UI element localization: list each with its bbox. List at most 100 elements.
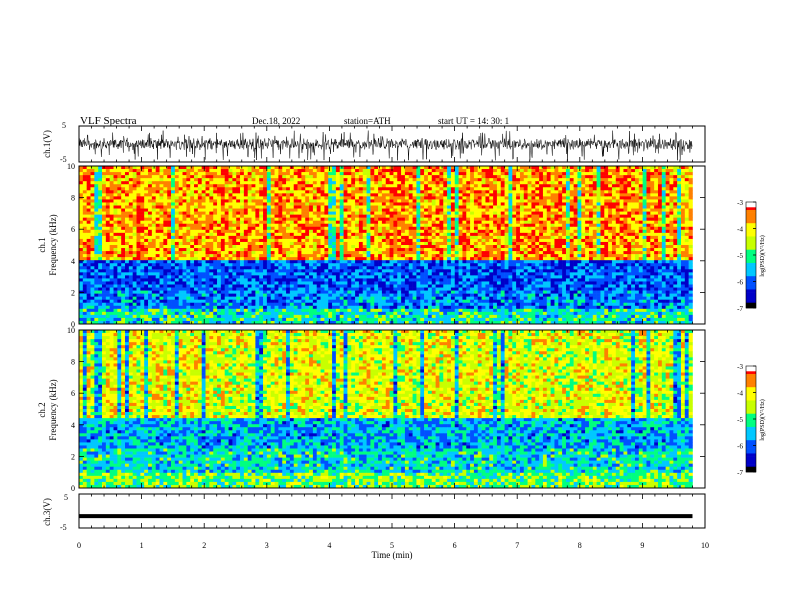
spectrogram-cell — [684, 217, 689, 221]
spectrogram-cell — [136, 229, 141, 234]
spectrogram-cell — [435, 166, 440, 170]
spectrogram-cell — [286, 166, 291, 170]
spectrogram-cell — [236, 184, 241, 188]
spectrogram-cell — [565, 190, 571, 194]
spectrogram-cell — [305, 257, 310, 261]
spectrogram-cell — [109, 220, 114, 225]
spectrogram-cell — [305, 172, 310, 176]
spectrogram-cell — [155, 187, 160, 191]
spectrogram-cell — [351, 181, 356, 185]
spectrogram-cell — [420, 248, 425, 252]
spectrogram-cell — [167, 214, 172, 218]
spectrogram-cell — [427, 184, 433, 188]
spectrogram-cell — [493, 166, 498, 170]
spectrogram-cell — [447, 193, 452, 197]
spectrogram-cell — [397, 205, 402, 209]
spectrogram-cell — [332, 226, 337, 231]
spectrogram-cell — [282, 199, 287, 203]
spectrogram-cell — [109, 211, 114, 215]
spectrogram-cell — [558, 205, 563, 209]
spectrogram-cell — [190, 175, 195, 179]
spectrogram-cell — [220, 235, 225, 240]
spectrogram-cell — [431, 235, 436, 240]
spectrogram-cell — [473, 184, 479, 188]
spectrogram-cell — [335, 248, 341, 252]
spectrogram-cell — [381, 257, 387, 261]
spectrogram-cell — [470, 184, 475, 188]
spectrogram-cell — [151, 205, 156, 209]
spectrogram-cell — [159, 220, 164, 225]
spectrogram-cell — [420, 217, 425, 221]
spectrogram-cell — [424, 229, 429, 234]
spectrogram-cell — [259, 223, 264, 228]
spectrogram-cell — [481, 184, 486, 188]
spectrogram-cell — [458, 245, 463, 249]
spectrogram-cell — [282, 235, 287, 240]
spectrogram-cell — [163, 178, 168, 182]
spectrogram-cell — [531, 229, 536, 234]
spectrogram-cell — [312, 172, 318, 176]
spectrogram-cell — [324, 166, 329, 170]
spectrogram-cell — [236, 211, 241, 215]
spectrogram-cell — [600, 223, 605, 228]
spectrogram-cell — [140, 202, 145, 206]
spectrogram-cell — [263, 169, 268, 173]
spectrogram-cell — [677, 226, 682, 231]
spectrogram-cell — [174, 238, 179, 243]
spectrogram-cell — [623, 211, 628, 215]
spectrogram-cell — [94, 181, 99, 185]
spectrogram-cell — [493, 232, 498, 237]
spectrogram-cell — [378, 254, 383, 258]
spectrogram-cell — [117, 257, 122, 261]
spectrogram-cell — [140, 214, 145, 218]
spectrogram-cell — [274, 184, 279, 188]
spectrogram-cell — [381, 211, 387, 215]
spectrogram-cell — [220, 229, 225, 234]
spectrogram-cell — [305, 251, 310, 255]
spectrogram-cell — [527, 241, 532, 246]
spectrogram-cell — [669, 205, 674, 209]
spectrogram-cell — [102, 223, 107, 228]
spectrogram-cell — [588, 172, 594, 176]
spectrogram-cell — [263, 251, 268, 255]
spectrogram-cell — [232, 248, 237, 252]
spectrogram-cell — [454, 251, 459, 255]
spectrogram-cell — [401, 175, 406, 179]
spectrogram-cell — [673, 214, 678, 218]
spectrogram-cell — [243, 238, 248, 243]
spectrogram-cell — [186, 226, 191, 231]
spectrogram-cell — [332, 169, 337, 173]
spectrogram-cell — [554, 187, 559, 191]
spectrogram-cell — [611, 226, 617, 231]
spectrogram-cell — [596, 196, 601, 200]
spectrogram-cell — [680, 229, 686, 234]
spectrogram-cell — [688, 190, 693, 194]
spectrogram-cell — [577, 220, 582, 225]
spectrogram-cell — [278, 202, 283, 206]
spectrogram-cell — [404, 248, 410, 252]
spectrogram-cell — [270, 226, 275, 231]
spectrogram-cell — [117, 202, 122, 206]
spectrogram-cell — [604, 245, 609, 249]
spectrogram-cell — [182, 166, 187, 170]
spectrogram-cell — [542, 223, 548, 228]
spectrogram-cell — [378, 172, 383, 176]
spectrogram-cell — [247, 248, 252, 252]
spectrogram-cell — [550, 232, 555, 237]
spectrogram-cell — [562, 202, 567, 206]
spectrogram-cell — [270, 193, 275, 197]
spectrogram-cell — [182, 241, 187, 246]
spectrogram-cell — [623, 175, 628, 179]
spectrogram-cell — [270, 178, 275, 182]
spectrogram-cell — [247, 169, 252, 173]
spectrogram-cell — [94, 251, 99, 255]
spectrogram-cell — [266, 208, 272, 212]
spectrogram-cell — [339, 175, 344, 179]
spectrogram-cell — [470, 187, 475, 191]
spectrogram-cell — [209, 208, 214, 212]
spectrogram-cell — [343, 257, 348, 261]
spectrogram-cell — [378, 241, 383, 246]
spectrogram-cell — [355, 235, 360, 240]
spectrogram-cell — [627, 214, 632, 218]
spectrogram-cell — [182, 199, 187, 203]
